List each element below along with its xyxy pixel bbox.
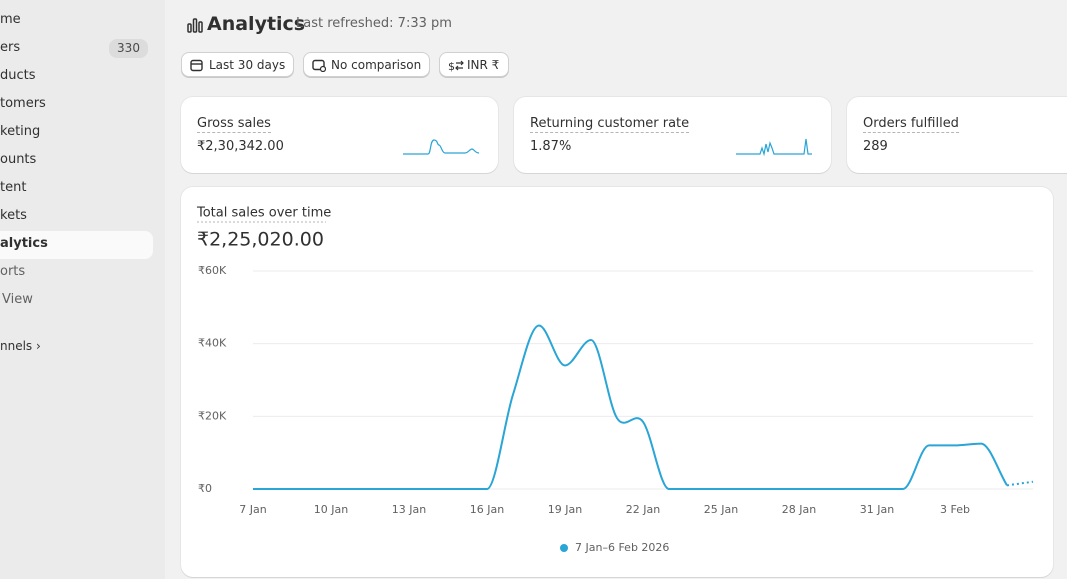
nav-item[interactable]: kets	[0, 208, 27, 223]
metric-card[interactable]: Returning customer rate 1.87%	[514, 97, 831, 173]
x-tick-label: 22 Jan	[626, 503, 660, 516]
sales-line-partial	[1006, 480, 1034, 487]
x-tick-label: 3 Feb	[940, 503, 970, 516]
legend-label: 7 Jan–6 Feb 2026	[575, 541, 669, 554]
nav-item[interactable]: me	[0, 12, 21, 27]
x-tick-label: 28 Jan	[782, 503, 816, 516]
sparkline	[736, 138, 812, 157]
metric-label: Orders fulfilled	[863, 116, 959, 133]
metric-card[interactable]: Orders fulfilled 289	[847, 97, 1067, 173]
nav-badge: 330	[109, 39, 148, 58]
comparison-filter[interactable]: No comparison	[303, 52, 430, 77]
nav-item[interactable]: nnels ›	[0, 339, 41, 353]
last-refreshed: Last refreshed: 7:33 pm	[296, 16, 452, 31]
nav-item[interactable]: tomers	[0, 96, 46, 111]
metric-label: Gross sales	[197, 116, 271, 133]
y-tick-label: ₹0	[198, 482, 212, 495]
nav-item[interactable]: alytics	[0, 236, 48, 251]
legend-marker	[560, 544, 568, 552]
nav-item[interactable]: ers	[0, 40, 21, 55]
button-label: Last 30 days	[209, 58, 286, 72]
x-tick-label: 10 Jan	[314, 503, 348, 516]
calendar-icon	[190, 59, 203, 72]
metric-value: ₹2,30,342.00	[197, 139, 284, 154]
sidebar: me ers 330 ducts tomers keting ounts ten…	[0, 0, 165, 579]
metric-value: 289	[863, 139, 888, 154]
y-tick-label: ₹60K	[198, 264, 227, 277]
chart-card	[181, 187, 1053, 577]
chart-total: ₹2,25,020.00	[197, 229, 324, 251]
x-tick-label: 7 Jan	[239, 503, 266, 516]
button-label: INR ₹	[467, 58, 500, 72]
nav-item[interactable]: ducts	[0, 68, 36, 83]
x-tick-label: 31 Jan	[860, 503, 894, 516]
metric-card[interactable]: Gross sales ₹2,30,342.00	[181, 97, 498, 173]
metric-value: 1.87%	[530, 139, 572, 154]
x-tick-label: 19 Jan	[548, 503, 582, 516]
nav-item[interactable]: orts	[0, 264, 26, 279]
analytics-icon	[187, 18, 203, 33]
nav-item[interactable]: View	[2, 292, 33, 307]
x-tick-label: 16 Jan	[470, 503, 504, 516]
x-tick-label: 25 Jan	[704, 503, 738, 516]
date-filter[interactable]: Last 30 days	[181, 52, 294, 77]
sales-line	[253, 324, 1008, 490]
x-tick-label: 13 Jan	[392, 503, 426, 516]
page-title: Analytics	[207, 13, 306, 35]
svg-text:$: $	[448, 60, 455, 72]
y-tick-label: ₹20K	[198, 409, 227, 422]
nav-label: nnels	[0, 339, 33, 353]
nav-item[interactable]: tent	[0, 180, 27, 195]
chart-title: Total sales over time	[196, 206, 331, 221]
button-label: No comparison	[331, 58, 422, 72]
selected-row	[0, 231, 153, 259]
nav-item[interactable]: keting	[0, 124, 41, 139]
metric-label: Returning customer rate	[530, 116, 690, 133]
currency-icon: $	[448, 60, 464, 72]
y-tick-label: ₹40K	[198, 337, 227, 350]
nav-item[interactable]: ounts	[0, 152, 37, 167]
currency-filter[interactable]: $ INR ₹	[439, 52, 509, 77]
sparkline	[403, 139, 480, 155]
compare-icon	[312, 59, 326, 72]
